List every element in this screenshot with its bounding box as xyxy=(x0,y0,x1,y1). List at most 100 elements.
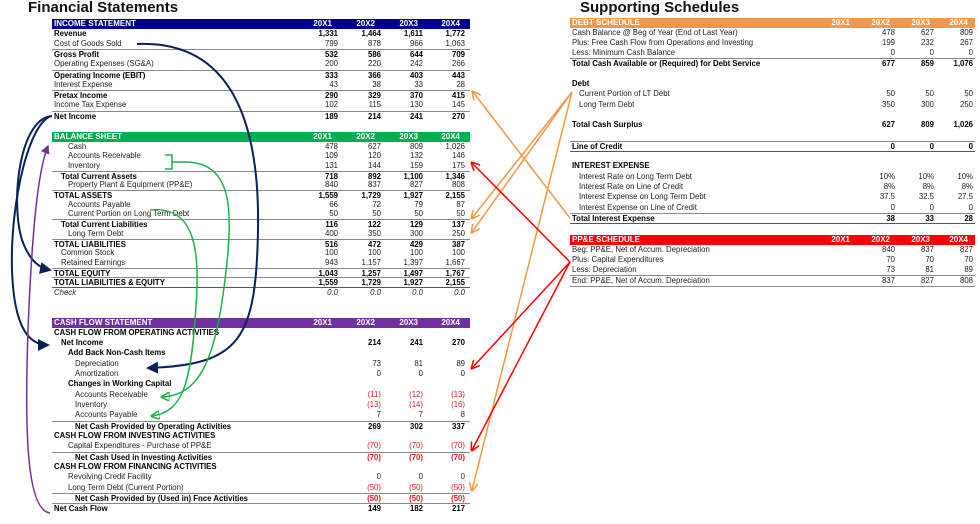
row-value: (12) xyxy=(409,389,423,399)
table-row: Less: Depreciation 73 81 89 xyxy=(570,265,975,275)
table-row: Accounts Payable 66 72 79 87 xyxy=(52,200,470,210)
row-value: 50 xyxy=(414,209,423,219)
table-row: Debt xyxy=(570,79,975,89)
supporting-schedules-title: Supporting Schedules xyxy=(580,0,740,16)
row-value: 0.0 xyxy=(412,288,423,297)
row-label: Inventory xyxy=(75,399,108,409)
row-value: 214 xyxy=(367,111,381,121)
row-label: CASH FLOW FROM OPERATING ACTIVITIES xyxy=(54,327,220,337)
row-label: Less: Depreciation xyxy=(572,265,637,275)
balance-sheet-table: BALANCE SHEET 20X1 20X2 20X3 20X4 Cash 478 627 8… xyxy=(52,132,470,299)
table-row: Operating Income (EBIT) 333 366 403 443 xyxy=(52,69,470,81)
row-label: Net Cash Provided by Operating Activitie… xyxy=(75,421,232,431)
year-header: 20X1 xyxy=(313,132,332,141)
table-row: Gross Profit 532 586 644 709 xyxy=(52,49,470,60)
row-value: 1,157 xyxy=(361,257,381,267)
row-value: 387 xyxy=(451,239,465,249)
row-value: 7 xyxy=(418,410,423,420)
balance-header: BALANCE SHEET 20X1 20X2 20X3 20X4 xyxy=(52,132,470,142)
row-value: 100 xyxy=(451,248,465,258)
year-header: 20X4 xyxy=(949,235,968,244)
ppe-schedule-table: PP&E SCHEDULE 20X1 20X2 20X3 20X4 Beg: PP&E, … xyxy=(570,235,975,298)
row-label: Depreciation xyxy=(75,358,119,368)
table-row: Line of Credit 0 0 0 xyxy=(570,140,975,152)
row-value: 175 xyxy=(451,160,465,170)
row-value: 0 xyxy=(968,141,973,151)
row-value: 809 xyxy=(409,141,423,151)
row-value: 100 xyxy=(324,248,338,258)
row-value: 0.0 xyxy=(454,288,465,297)
row-label: Interest Expense on Line of Credit xyxy=(579,202,697,212)
row-value: 0 xyxy=(968,48,973,58)
row-label: INTEREST EXPENSE xyxy=(572,161,650,171)
table-row: Common Stock 100 100 100 100 xyxy=(52,248,470,258)
row-value: (70) xyxy=(409,441,423,451)
table-row: Long Term Debt 400 350 300 250 xyxy=(52,229,470,239)
row-label: Income Tax Expense xyxy=(54,100,127,110)
table-row: Total Cash Available or (Required) for D… xyxy=(570,58,975,69)
row-value: 300 xyxy=(409,228,423,238)
row-value: 72 xyxy=(372,199,381,209)
row-value: 149 xyxy=(367,504,381,514)
row-label: Cost of Goods Sold xyxy=(54,38,122,48)
row-value: 269 xyxy=(367,421,381,431)
table-row: Net Cash Provided by (Used in) Fnce Acti… xyxy=(52,493,470,504)
row-value: 2,155 xyxy=(445,278,465,288)
row-label: End: PP&E, Net of Accum. Depreciation xyxy=(572,276,710,286)
row-label: Revenue xyxy=(54,28,87,38)
row-value: 0 xyxy=(890,202,895,212)
row-value: (50) xyxy=(451,482,465,492)
row-value: 808 xyxy=(451,180,465,190)
row-value: 50 xyxy=(886,89,895,99)
row-value: 217 xyxy=(451,504,465,514)
table-row: Check 0.0 0.0 0.0 0.0 xyxy=(52,287,470,298)
row-value: 146 xyxy=(451,151,465,161)
row-value: 159 xyxy=(409,160,423,170)
row-label: Accounts Receivable xyxy=(75,389,148,399)
row-value: 827 xyxy=(920,276,934,286)
red-arrows xyxy=(472,163,571,450)
row-value: 1,257 xyxy=(361,268,381,278)
table-row: Plus: Capital Expenditures 70 70 70 xyxy=(570,255,975,265)
row-label: Long Term Debt xyxy=(579,99,635,109)
table-row: Cash Balance @ Beg of Year (End of Last … xyxy=(570,28,975,38)
table-row: Interest Rate on Long Term Debt 10% 10% 10% xyxy=(570,172,975,182)
row-value: 2,155 xyxy=(445,191,465,200)
row-value: 1,559 xyxy=(318,191,338,200)
row-label: Accounts Receivable xyxy=(68,151,141,161)
row-value: 33 xyxy=(925,213,934,223)
table-row xyxy=(570,69,975,79)
table-row: Inventory (13) (14) (16) xyxy=(52,400,470,410)
row-label: CASH FLOW FROM FINANCING ACTIVITIES xyxy=(54,462,217,472)
row-value: 250 xyxy=(959,99,973,109)
row-value: 10% xyxy=(918,171,934,181)
row-value: (50) xyxy=(367,494,381,504)
row-value: 809 xyxy=(920,120,934,130)
year-header: 20X3 xyxy=(399,19,418,28)
table-row xyxy=(570,131,975,141)
row-value: 370 xyxy=(409,91,423,100)
row-value: 403 xyxy=(409,70,423,80)
row-value: 70 xyxy=(886,254,895,264)
row-value: 472 xyxy=(367,239,381,249)
row-value: 1,063 xyxy=(445,38,465,48)
row-value: 0 xyxy=(418,472,423,482)
row-value: 120 xyxy=(367,151,381,161)
row-value: 840 xyxy=(881,244,895,254)
table-row xyxy=(570,151,975,162)
row-value: 100 xyxy=(367,248,381,258)
row-value: 1,729 xyxy=(361,191,381,200)
row-label: Inventory xyxy=(68,160,101,170)
row-value: 859 xyxy=(920,59,934,69)
debt-to-current-ltd-arrow xyxy=(472,91,573,218)
table-row: CASH FLOW FROM OPERATING ACTIVITIES xyxy=(52,328,470,338)
row-label: Accounts Payable xyxy=(68,199,131,209)
row-value: 50 xyxy=(456,209,465,219)
table-row: Revolving Credit Facility 0 0 0 xyxy=(52,472,470,482)
row-value: 827 xyxy=(409,180,423,190)
table-row: Current Portion on Long Term Debt 50 50 50 5… xyxy=(52,209,470,219)
income-header: INCOME STATEMENT 20X1 20X2 20X3 20X4 xyxy=(52,19,470,29)
row-value: 799 xyxy=(324,38,338,48)
row-value: 0 xyxy=(929,141,934,151)
row-value: 122 xyxy=(367,220,381,230)
